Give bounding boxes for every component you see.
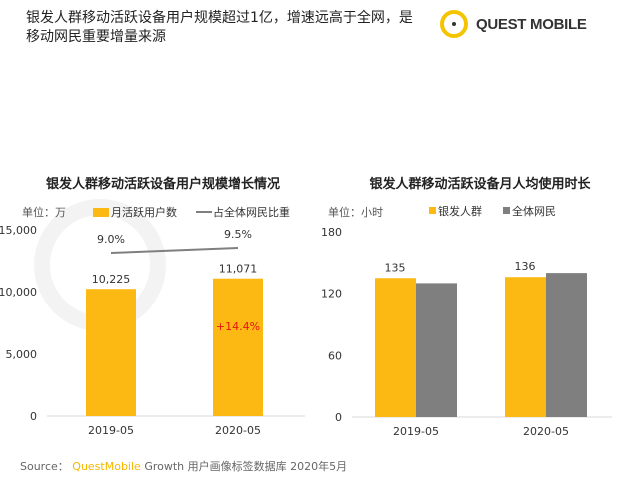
bar-data-label: 10,225 — [92, 273, 131, 286]
chart2-unit: 单位：小时 — [328, 205, 383, 219]
source-note: Source： QuestMobile Growth 用户画像标签数据库 202… — [20, 458, 347, 474]
chart1-unit: 单位：万 — [22, 205, 66, 219]
share-line — [110, 247, 239, 254]
bar-data-label: 135 — [385, 261, 406, 274]
y-tick-label: 5,000 — [6, 348, 38, 361]
bar — [375, 278, 416, 417]
y-tick-label: 0 — [30, 410, 37, 423]
source-brand: QuestMobile — [72, 460, 141, 473]
legend-line-label: 占全体网民比重 — [213, 205, 290, 219]
legend-label: 全体网民 — [512, 204, 556, 218]
page-title: 银发人群移动活跃设备用户规模超过1亿，增速远高于全网，是移动网民重要增量来源 — [26, 10, 413, 45]
y-tick-label: 0 — [335, 411, 342, 424]
legend-label: 银发人群 — [438, 204, 482, 218]
bar — [86, 289, 136, 416]
bar-data-label: 11,071 — [219, 263, 258, 276]
source-text: Growth 用户画像标签数据库 2020年5月 — [144, 460, 348, 473]
y-tick-label: 10,000 — [0, 286, 37, 299]
bar — [416, 283, 457, 417]
x-tick-label: 2019-05 — [88, 424, 134, 437]
logo-text: QUEST MOBILE — [476, 15, 587, 33]
y-tick-label: 120 — [321, 288, 342, 301]
legend-swatch — [429, 207, 436, 214]
legend-bar-swatch — [93, 208, 109, 217]
y-tick-label: 180 — [321, 226, 342, 239]
y-tick-label: 60 — [328, 349, 342, 362]
source-label: Source： — [20, 460, 69, 473]
growth-annotation: +14.4% — [216, 320, 260, 333]
bar — [505, 277, 546, 417]
x-tick-label: 2020-05 — [523, 425, 569, 438]
bar — [546, 273, 587, 417]
line-data-label: 9.0% — [97, 233, 125, 246]
x-tick-label: 2020-05 — [215, 424, 261, 437]
line-data-label: 9.5% — [224, 228, 252, 241]
y-tick-label: 15,000 — [0, 224, 37, 237]
legend-swatch — [503, 207, 510, 214]
bar-data-label: 136 — [515, 260, 536, 273]
x-tick-label: 2019-05 — [393, 425, 439, 438]
chart2-title: 银发人群移动活跃设备月人均使用时长 — [369, 176, 591, 192]
logo-icon — [440, 10, 468, 38]
bar — [213, 278, 263, 416]
legend-bar-label: 月活跃用户数 — [111, 205, 177, 219]
questmobile-logo: QUEST MOBILE — [440, 10, 587, 38]
chart1-title: 银发人群移动活跃设备用户规模增长情况 — [46, 176, 280, 192]
